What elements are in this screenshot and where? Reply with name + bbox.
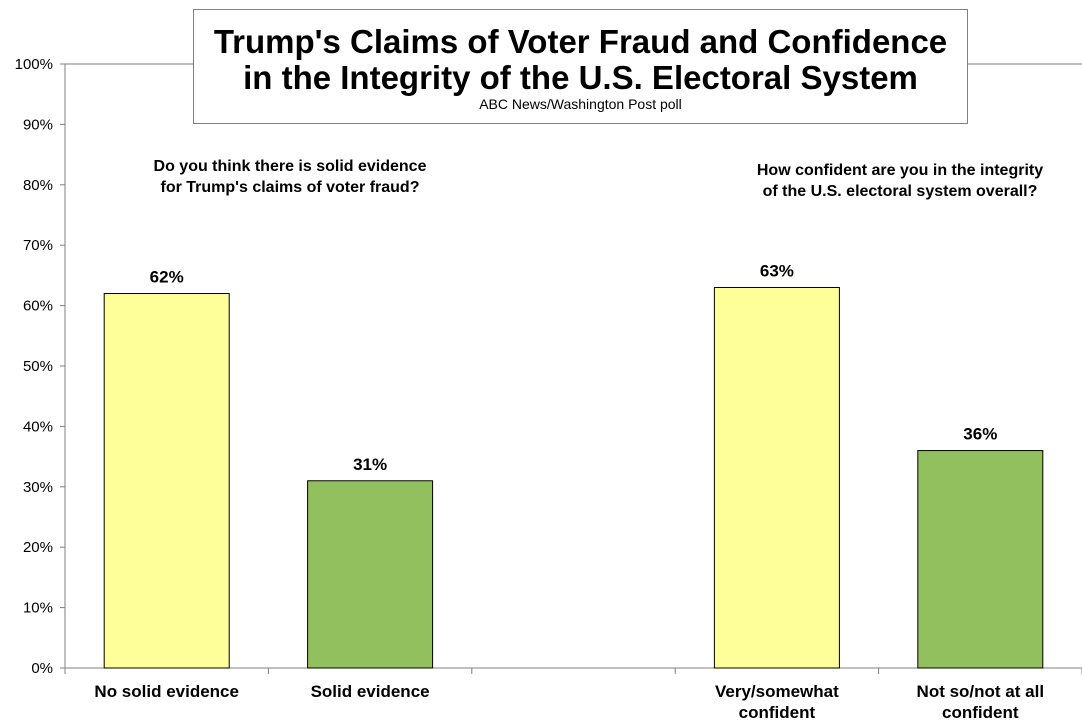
y-tick-label: 80% <box>23 177 53 194</box>
question-fraud-line-2: for Trump's claims of voter fraud? <box>160 179 420 196</box>
question-confidence-line-1: How confident are you in the integrity <box>756 162 1044 179</box>
y-tick-label: 70% <box>23 237 53 254</box>
x-category-label: No solid evidence <box>94 682 239 701</box>
x-category-label: Solid evidence <box>311 682 430 701</box>
bar <box>307 480 434 669</box>
y-tick-label: 100% <box>15 56 53 73</box>
y-tick-label: 60% <box>23 298 53 315</box>
chart-title-line-1: Trump's Claims of Voter Fraud and Confid… <box>213 23 948 60</box>
question-confidence-line-2: of the U.S. electoral system overall? <box>762 183 1038 200</box>
question-fraud-line-1: Do you think there is solid evidence <box>153 158 427 175</box>
y-tick-label: 90% <box>23 116 53 133</box>
y-tick-label: 10% <box>23 600 53 617</box>
x-category-label: Very/somewhat <box>715 682 839 701</box>
y-tick-label: 30% <box>23 479 53 496</box>
chart-title-box: Trump's Claims of Voter Fraud and Confid… <box>193 9 968 124</box>
y-tick-label: 0% <box>31 660 53 677</box>
data-label: 62% <box>150 268 184 287</box>
chart-title-line-2: in the Integrity of the U.S. Electoral S… <box>243 59 918 96</box>
data-label: 63% <box>760 261 794 280</box>
data-label: 36% <box>963 425 997 444</box>
data-label: 31% <box>353 455 387 474</box>
x-category-label: confident <box>739 703 816 722</box>
x-category-label: Not so/not at all <box>917 682 1045 701</box>
y-tick-label: 40% <box>23 418 53 435</box>
question-fraud-evidence: Do you think there is solid evidence for… <box>100 156 480 198</box>
bar <box>917 450 1044 669</box>
y-tick-label: 20% <box>23 539 53 556</box>
y-tick-label: 50% <box>23 358 53 375</box>
bar <box>713 286 840 669</box>
bar <box>103 293 230 669</box>
question-electoral-confidence: How confident are you in the integrity o… <box>710 160 1082 202</box>
chart-subtitle: ABC News/Washington Post poll <box>479 96 682 112</box>
x-category-label: confident <box>942 703 1019 722</box>
